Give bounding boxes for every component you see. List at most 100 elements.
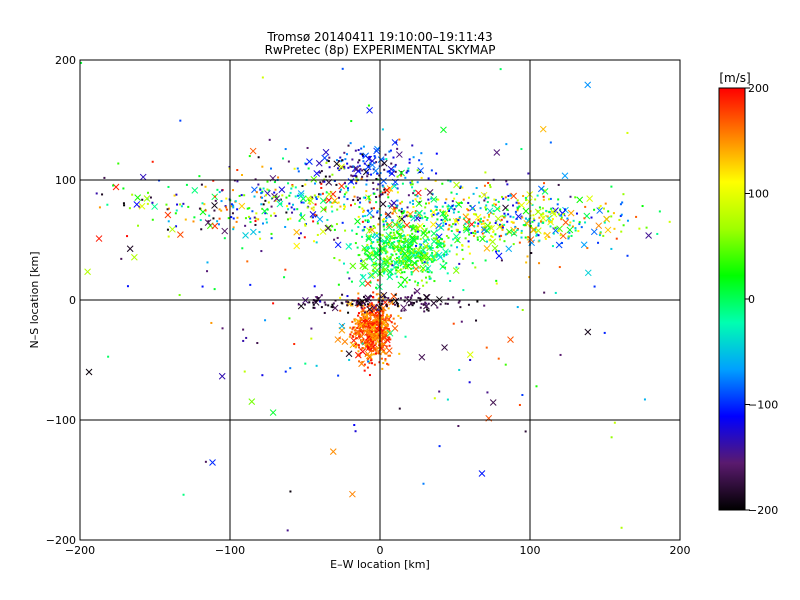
data-point-dot [520,236,523,239]
data-point-dot [227,217,230,220]
data-point-dot [430,257,433,260]
data-point-x [584,328,592,336]
data-point-dot [385,313,388,316]
data-point-x [645,232,652,239]
data-point-dot [506,208,509,211]
data-point-dot [559,234,562,237]
data-point-dot [381,128,384,131]
data-point-x [453,181,460,189]
data-point-dot [357,149,360,152]
data-point-dot [481,232,484,235]
data-point-x [510,192,518,200]
data-point-dot [537,222,540,225]
data-point-dot [350,120,353,123]
data-point-dot [500,259,503,262]
data-point-x [495,252,503,260]
data-point-dot [301,184,304,187]
data-point-dot [423,310,426,313]
data-point-x [362,168,370,176]
data-point-dot [325,161,328,164]
data-point-dot [445,250,448,253]
data-point-x [437,241,444,249]
data-point-dot [167,185,170,188]
data-point-dot [462,198,465,201]
data-point-dot [372,215,375,218]
data-point-x [397,224,404,231]
data-point-dot [439,209,442,212]
data-point-dot [422,482,425,485]
data-point-x [430,299,438,307]
data-point-dot [303,303,306,306]
data-point-dot [400,207,403,210]
data-point-dot [457,425,460,428]
data-point-dot [236,180,239,183]
data-point-dot [316,233,319,236]
data-point-dot [304,362,307,365]
data-point-x [131,253,138,261]
data-point-dot [419,245,422,248]
data-point-dot [353,329,356,332]
data-point-dot [362,155,365,158]
data-point-dot [442,211,445,214]
data-point-dot [348,358,351,361]
data-point-dot [390,162,393,165]
data-point-dot [312,209,315,212]
data-point-dot [398,352,401,355]
data-point-x [421,227,428,235]
data-point-dot [366,366,369,369]
data-point-dot [348,335,351,338]
data-point-dot [362,326,365,329]
data-point-dot [315,364,318,367]
data-point-dot [80,61,83,64]
data-point-dot [320,294,323,297]
data-point-dot [461,244,464,247]
data-point-dot [497,200,500,203]
data-point-dot [200,183,203,186]
data-point-x [390,207,398,215]
data-point-dot [201,202,204,205]
data-point-dot [398,259,401,262]
data-point-dot [388,344,391,347]
data-point-dot [593,208,596,211]
data-point-dot [376,211,379,214]
data-point-dot [241,173,244,176]
data-point-dot [396,187,399,190]
data-point-dot [175,225,178,228]
data-point-dot [385,235,388,238]
data-point-dot [468,381,471,384]
data-point-dot [590,216,593,219]
data-point-dot [370,312,373,315]
data-point-dot [486,201,489,204]
data-point-dot [280,202,283,205]
data-point-dot [357,312,360,315]
data-point-x [567,209,575,217]
data-point-dot [452,223,455,226]
data-point-dot [377,327,380,330]
data-point-dot [417,281,420,284]
data-point-dot [381,367,384,370]
data-point-dot [383,329,386,332]
data-point-dot [399,276,402,279]
data-point-dot [384,213,387,216]
data-point-dot [427,231,430,234]
data-point-x [324,224,332,232]
data-point-dot [518,403,521,406]
data-point-dot [366,247,369,250]
data-point-dot [468,220,471,223]
data-point-dot [475,213,478,216]
data-point-dot [313,194,316,197]
data-point-dot [353,424,356,427]
data-point-dot [432,255,435,258]
data-point-dot [574,229,577,232]
data-point-dot [501,225,504,228]
data-point-dot [349,243,352,246]
data-point-dot [298,237,301,240]
data-point-dot [338,196,341,199]
data-point-dot [182,202,185,205]
data-point-x [493,205,501,213]
data-point-dot [415,300,418,303]
data-point-dot [455,192,458,195]
data-point-dot [290,187,293,190]
data-point-dot [379,240,382,243]
data-point-dot [255,212,258,215]
